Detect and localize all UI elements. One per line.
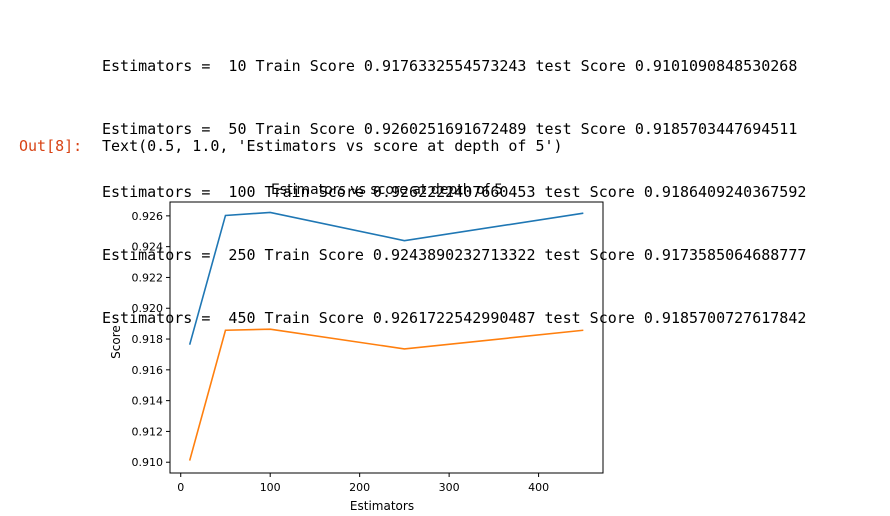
y-tick-label: 0.910: [132, 456, 164, 469]
output-line: Estimators = 50 Train Score 0.9260251691…: [102, 120, 798, 138]
output-line: Estimators = 100 Train Score 0.926222240…: [102, 183, 807, 201]
chart-title: Estimators vs score at depth of 5: [271, 182, 503, 198]
series-line-0: [188, 211, 584, 345]
out-value: Text(0.5, 1.0, 'Estimators vs score at d…: [102, 137, 563, 155]
x-tick-label: 300: [439, 481, 460, 494]
chart-figure: Estimators vs score at depth of 5 Score …: [96, 174, 616, 516]
line-chart: Estimators vs score at depth of 5 Score …: [109, 182, 604, 513]
y-tick-label: 0.916: [132, 364, 164, 377]
y-tick-label: 0.920: [132, 302, 164, 315]
y-tick-label: 0.912: [132, 425, 164, 438]
x-tick-label: 400: [528, 481, 549, 494]
plot-frame: [169, 201, 604, 474]
y-tick-label: 0.914: [132, 395, 164, 408]
y-tick-label: 0.922: [132, 271, 164, 284]
cell-stdout: Estimators = 10 Train Score 0.9176332554…: [102, 14, 806, 350]
x-tick-label: 200: [349, 481, 370, 494]
y-tick-label: 0.918: [132, 333, 164, 346]
output-line: Estimators = 250 Train Score 0.924389023…: [102, 246, 807, 264]
y-tick-label: 0.924: [132, 241, 164, 254]
series-line-1: [188, 328, 584, 461]
x-tick-label: 0: [177, 481, 184, 494]
y-tick-label: 0.926: [132, 210, 164, 223]
output-line: Estimators = 10 Train Score 0.9176332554…: [102, 57, 798, 75]
x-axis-label: Estimators: [350, 499, 414, 512]
x-tick-label: 100: [260, 481, 281, 494]
out-prompt: Out[8]:: [19, 137, 83, 155]
plot-area: 0.910 0.912 0.914 0.916 0.918 0.920 0.922 0.924…: [132, 201, 604, 494]
y-axis-label: Score: [109, 325, 123, 359]
